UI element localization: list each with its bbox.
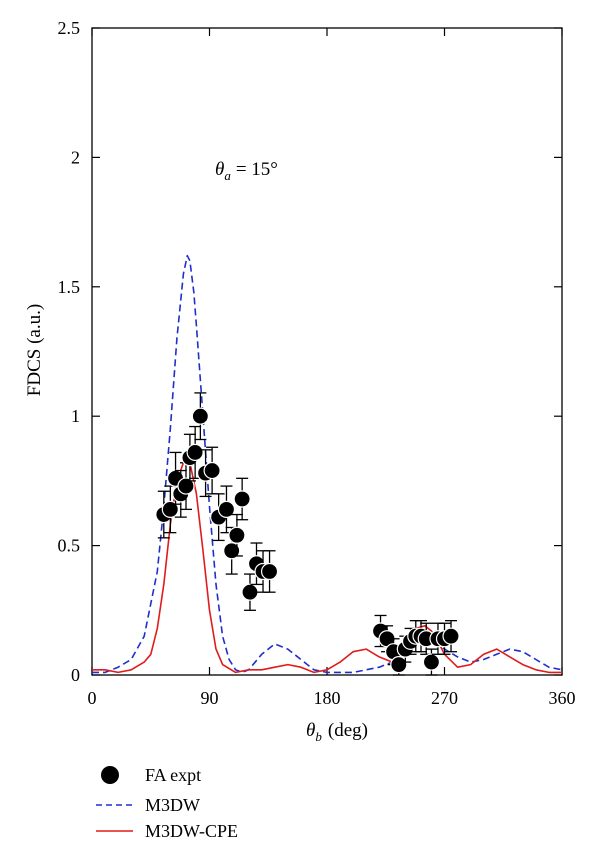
expt-point (191, 407, 209, 425)
legend-expt-marker (101, 766, 119, 784)
expt-point (161, 500, 179, 518)
expt-point (228, 526, 246, 544)
expt-point (233, 490, 251, 508)
expt-point (203, 461, 221, 480)
x-tick-label: 90 (201, 688, 219, 708)
expt-point (217, 500, 236, 518)
y-tick-label: 0 (71, 665, 80, 685)
expt-point (186, 443, 204, 462)
model-curves (92, 254, 563, 674)
expt-point (177, 477, 195, 495)
y-tick-label: 2.5 (58, 18, 81, 38)
x-tick-label: 360 (549, 688, 576, 708)
m3dw-curve (92, 254, 563, 674)
x-tick-label: 0 (88, 688, 97, 708)
m3dw-cpe-curve (92, 462, 562, 674)
x-axis-label: θb (deg) (306, 720, 368, 744)
x-tick-label: 270 (431, 688, 458, 708)
expt-point (390, 656, 408, 674)
x-tick-label: 180 (314, 688, 341, 708)
experiment-points (155, 392, 460, 676)
y-tick-label: 1 (71, 406, 80, 426)
expt-point (223, 542, 241, 560)
y-axis-label: FDCS (a.u.) (24, 304, 45, 396)
expt-point (422, 653, 441, 671)
y-tick-label: 2 (71, 147, 80, 167)
legend-cpe-label: M3DW-CPE (145, 821, 238, 841)
y-tick-label: 1.5 (58, 277, 81, 297)
y-tick-label: 0.5 (58, 536, 81, 556)
legend-expt-label: FA expt (145, 765, 201, 785)
expt-point (442, 627, 460, 645)
legend-m3dw-label: M3DW (145, 795, 200, 815)
axis-ticks: 0 90 180 270 360 0 0.5 1 1.5 2 2.5 (58, 18, 576, 708)
theta-a-annotation: θa = 15° (215, 159, 278, 183)
expt-point (241, 583, 259, 601)
legend: FA expt M3DW M3DW-CPE (96, 765, 238, 841)
plot-frame (91, 27, 563, 676)
expt-point (260, 562, 279, 581)
